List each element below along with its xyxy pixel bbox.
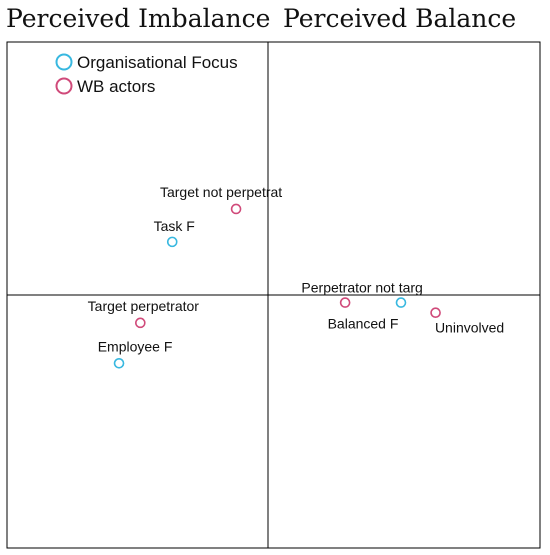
point-target-not-perpetrat	[230, 203, 242, 215]
legend-marker-wb-actors	[55, 77, 73, 95]
point-label-uninvolved: Uninvolved	[435, 320, 504, 336]
point-label-employee-f: Employee F	[98, 338, 173, 354]
title-perceived-balance: Perceived Balance	[283, 4, 517, 33]
title-perceived-imbalance: Perceived Imbalance	[6, 4, 271, 33]
chart-header: Perceived Imbalance Perceived Balance	[0, 4, 550, 40]
legend-marker-organisational-focus	[55, 53, 73, 71]
point-uninvolved	[430, 307, 441, 319]
point-target-perpetrator	[135, 317, 146, 329]
chart-marks: Task F Employee F Balanced F Target not per…	[88, 184, 504, 369]
point-label-task-f: Task F	[154, 218, 195, 234]
legend-label-wb-actors: WB actors	[77, 77, 155, 96]
point-employee-f	[113, 358, 125, 369]
point-balanced-f	[395, 297, 407, 308]
point-perpetrator-not-targ	[339, 297, 351, 308]
point-label-target-perpetrator: Target perpetrator	[88, 298, 200, 314]
point-label-perpetrator-not-targ: Perpetrator not targ	[301, 280, 422, 296]
point-task-f	[166, 236, 178, 248]
legend: Organisational Focus WB actors	[55, 53, 238, 96]
point-label-target-not-perpetrat: Target not perpetrat	[160, 184, 282, 200]
legend-label-organisational-focus: Organisational Focus	[77, 53, 238, 72]
point-label-balanced-f: Balanced F	[328, 316, 399, 332]
